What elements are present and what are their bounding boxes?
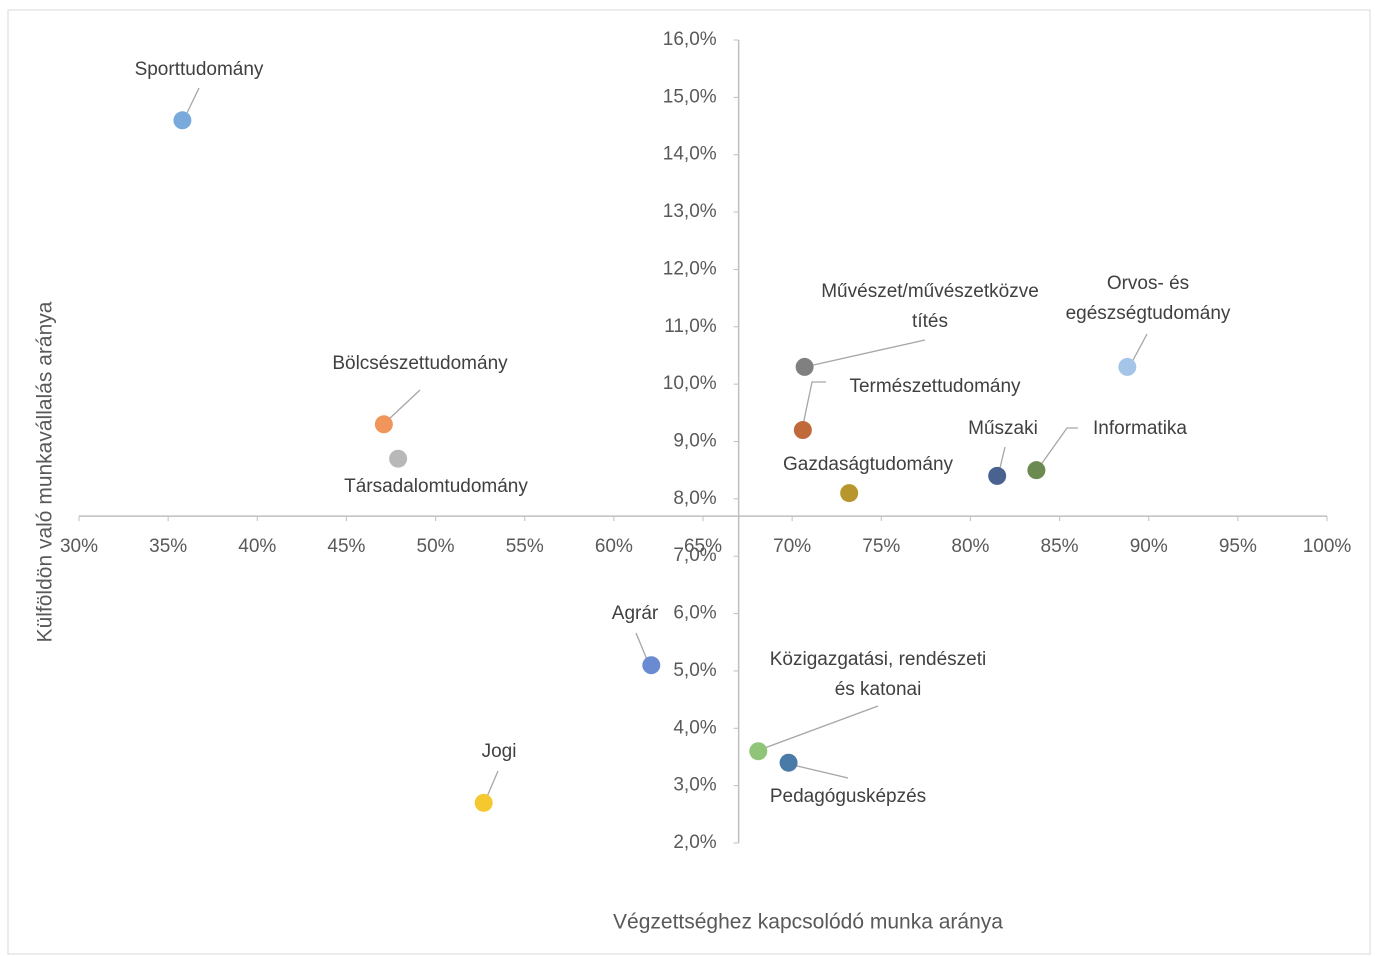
point-label-line: és katonai bbox=[835, 679, 922, 700]
point-label-line: Jogi bbox=[482, 741, 517, 762]
point bbox=[749, 742, 768, 761]
point-label-line: Bölcsészettudomány bbox=[332, 353, 508, 374]
point bbox=[779, 753, 798, 772]
x-tick-label: 40% bbox=[238, 536, 276, 557]
leader-line bbox=[185, 87, 200, 116]
point bbox=[642, 656, 661, 675]
leader-line bbox=[635, 632, 649, 663]
y-tick-label: 15,0% bbox=[663, 86, 717, 107]
point-label: Műszaki bbox=[968, 418, 1038, 439]
point bbox=[474, 793, 493, 812]
x-tick-label: 30% bbox=[60, 536, 98, 557]
x-tick-label: 55% bbox=[506, 536, 544, 557]
point-label: Pedagógusképzés bbox=[770, 786, 926, 807]
x-axis-title: Végzettséghez kapcsolódó munka aránya bbox=[613, 911, 1003, 934]
y-tick-label: 9,0% bbox=[673, 431, 716, 452]
y-tick-label: 11,0% bbox=[664, 316, 717, 337]
y-tick-label: 16,0% bbox=[663, 29, 717, 50]
leader-line bbox=[802, 381, 826, 426]
x-tick-label: 50% bbox=[417, 536, 455, 557]
point bbox=[173, 111, 192, 130]
x-tick-label: 90% bbox=[1130, 536, 1168, 557]
point-label-line: Agrár bbox=[612, 603, 659, 624]
y-tick-label: 13,0% bbox=[663, 201, 717, 222]
x-tick-label: 95% bbox=[1219, 536, 1257, 557]
point bbox=[795, 357, 814, 376]
y-tick-label: 7,0% bbox=[673, 545, 716, 566]
point bbox=[793, 421, 812, 440]
x-tick-label: 100% bbox=[1303, 536, 1352, 557]
point-label-line: egészségtudomány bbox=[1066, 303, 1231, 324]
point-label-line: Társadalomtudomány bbox=[344, 476, 528, 497]
y-tick-label: 8,0% bbox=[673, 488, 716, 509]
x-tick-label: 65% bbox=[684, 536, 722, 557]
point bbox=[988, 466, 1007, 485]
point-label-line: Közigazgatási, rendészeti bbox=[770, 649, 987, 670]
leader-line bbox=[485, 770, 499, 800]
point bbox=[840, 484, 859, 503]
y-tick-label: 14,0% bbox=[663, 144, 717, 165]
y-tick-label: 2,0% bbox=[673, 832, 716, 853]
point-label-line: Sporttudomány bbox=[135, 59, 264, 80]
point-label: Közigazgatási, rendészeti és katonai bbox=[770, 649, 987, 700]
y-tick-label: 4,0% bbox=[673, 717, 716, 738]
point-label-line: Orvos- és bbox=[1107, 273, 1189, 294]
point-label-line: Gazdaságtudomány bbox=[783, 454, 954, 475]
point-label: Jogi bbox=[482, 741, 517, 762]
point bbox=[389, 449, 408, 468]
x-tick-label: 60% bbox=[595, 536, 633, 557]
leader-line bbox=[1039, 427, 1078, 467]
point-label-line: Pedagógusképzés bbox=[770, 786, 926, 807]
point-label: Művészet/művészetközve títés bbox=[821, 281, 1039, 332]
point bbox=[1027, 461, 1046, 480]
leader-line bbox=[1131, 333, 1148, 363]
x-tick-label: 85% bbox=[1041, 536, 1079, 557]
point-label: Orvos- és egészségtudomány bbox=[1066, 273, 1231, 324]
y-tick-label: 10,0% bbox=[663, 373, 717, 394]
x-tick-label: 35% bbox=[149, 536, 187, 557]
y-tick-label: 5,0% bbox=[673, 660, 716, 681]
point-label: Informatika bbox=[1093, 418, 1187, 439]
point-label: Agrár bbox=[612, 603, 659, 624]
x-tick-label: 80% bbox=[951, 536, 989, 557]
y-axis-title: Külföldön való munkavállalás aránya bbox=[34, 301, 57, 642]
point-label-line: Művészet/művészetközve bbox=[821, 281, 1039, 302]
chart-border bbox=[7, 9, 1371, 955]
leader-line bbox=[761, 705, 879, 750]
leader-line bbox=[792, 764, 849, 779]
y-tick-label: 6,0% bbox=[673, 603, 716, 624]
point-label: Bölcsészettudomány bbox=[332, 353, 508, 374]
point-label: Társadalomtudomány bbox=[344, 476, 528, 497]
x-tick-label: 70% bbox=[773, 536, 811, 557]
point-label-line: títés bbox=[912, 311, 948, 332]
leader-line bbox=[808, 339, 926, 367]
point bbox=[374, 415, 393, 434]
point-label: Természettudomány bbox=[849, 376, 1021, 397]
x-tick-label: 45% bbox=[327, 536, 365, 557]
point-label: Gazdaságtudomány bbox=[783, 454, 954, 475]
x-tick-label: 75% bbox=[862, 536, 900, 557]
leader-line bbox=[387, 389, 421, 421]
point-label-line: Informatika bbox=[1093, 418, 1187, 439]
y-tick-label: 12,0% bbox=[663, 258, 717, 279]
point-label-line: Természettudomány bbox=[849, 376, 1021, 397]
point-label-line: Műszaki bbox=[968, 418, 1038, 439]
point bbox=[1118, 357, 1137, 376]
point-label: Sporttudomány bbox=[135, 59, 264, 80]
y-tick-label: 3,0% bbox=[673, 775, 716, 796]
